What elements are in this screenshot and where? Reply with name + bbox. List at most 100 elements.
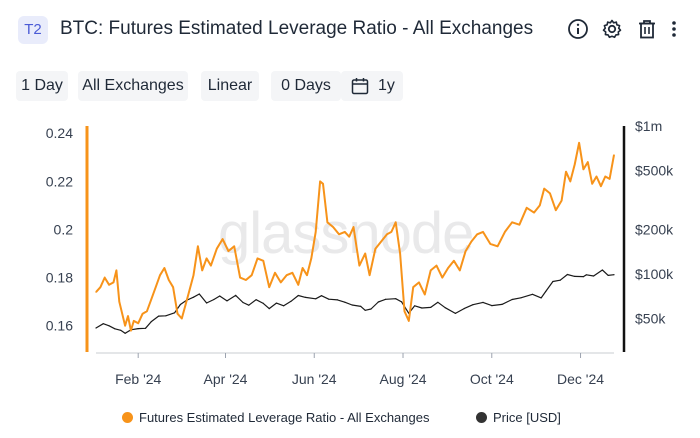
price-point <box>192 296 195 298</box>
leverage-point <box>104 277 106 279</box>
leverage-point <box>262 260 264 262</box>
chart-header: T2 BTC: Futures Estimated Leverage Ratio… <box>14 12 688 48</box>
price-point <box>585 274 588 276</box>
scale-select[interactable]: Linear <box>201 71 259 101</box>
price-point <box>414 305 416 307</box>
price-point <box>235 294 237 296</box>
calendar-icon <box>351 78 369 95</box>
leverage-point <box>286 274 288 276</box>
price-point <box>566 273 569 276</box>
legend-swatch-price <box>476 412 487 423</box>
price-point <box>268 308 270 310</box>
leverage-point <box>459 269 461 271</box>
leverage-point <box>390 231 392 233</box>
legend-swatch-leverage <box>122 412 133 423</box>
leverage-point <box>310 257 312 259</box>
price-line <box>95 269 615 334</box>
leverage-point <box>142 313 144 315</box>
y-right-tick-label: $50k <box>635 310 666 326</box>
price-point <box>137 328 139 330</box>
x-axis: Feb '24 Apr '24 Jun '24 Aug '24 Oct '24 Dec '… <box>96 352 614 387</box>
price-point <box>593 275 595 277</box>
leverage-point <box>146 310 148 312</box>
price-point <box>552 280 554 283</box>
leverage-point <box>210 265 212 267</box>
y-left-tick-label: 0.22 <box>46 173 73 189</box>
leverage-point <box>326 221 328 223</box>
price-point <box>395 298 397 300</box>
price-point <box>328 298 330 300</box>
resolution-select[interactable]: 1 Day <box>16 71 68 101</box>
price-point <box>613 274 615 276</box>
price-point <box>430 306 432 308</box>
price-point <box>95 327 97 329</box>
trash-icon[interactable] <box>636 18 658 40</box>
price-point <box>545 291 547 293</box>
leverage-point <box>447 267 449 269</box>
leverage-point <box>274 272 276 274</box>
leverage-point <box>133 320 135 322</box>
leverage-point <box>187 296 189 298</box>
leverage-point <box>482 231 484 233</box>
price-point <box>206 302 208 304</box>
leverage-point <box>108 284 110 286</box>
price-point <box>242 301 244 304</box>
price-point <box>482 301 484 303</box>
y-right-tick-label: $100k <box>635 266 674 282</box>
leverage-point <box>256 257 259 259</box>
leverage-point <box>497 245 499 247</box>
range-select[interactable]: 1y <box>341 71 403 101</box>
leverage-point <box>453 260 455 262</box>
price-point <box>351 304 353 306</box>
y-left-tick-label: 0.24 <box>46 125 73 141</box>
legend-item-leverage[interactable]: Futures Estimated Leverage Ratio - All E… <box>122 410 429 425</box>
price-point <box>108 325 110 327</box>
leverage-point <box>386 233 388 235</box>
more-vertical-icon[interactable] <box>667 18 681 40</box>
price-point <box>248 304 250 306</box>
leverage-point <box>441 277 443 279</box>
leverage-point <box>470 240 472 243</box>
x-tick-label: Dec '24 <box>557 371 604 387</box>
leverage-point <box>302 267 304 269</box>
tier-badge: T2 <box>18 16 48 44</box>
price-point <box>344 301 346 303</box>
leverage-point <box>268 286 270 288</box>
leverage-point <box>239 277 241 279</box>
leverage-point <box>118 301 120 303</box>
leverage-point <box>233 245 235 247</box>
price-point <box>520 297 522 299</box>
gear-icon[interactable] <box>601 18 623 40</box>
leverage-point <box>168 279 170 281</box>
price-point <box>102 323 104 325</box>
sma-select[interactable]: 0 Days <box>271 71 341 101</box>
x-tick-label: Jun '24 <box>292 371 337 387</box>
price-point <box>120 329 122 331</box>
leverage-point <box>533 212 535 214</box>
leverage-point <box>569 180 571 182</box>
price-point <box>401 301 403 303</box>
leverage-point <box>518 224 521 226</box>
price-point <box>114 328 116 330</box>
price-point <box>255 299 257 301</box>
leverage-point <box>297 284 299 286</box>
series-layer <box>95 141 615 334</box>
leverage-point <box>604 175 606 178</box>
leverage-point <box>192 274 195 276</box>
legend-item-price[interactable]: Price [USD] <box>476 410 561 425</box>
leverage-point <box>489 243 491 245</box>
exchange-select[interactable]: All Exchanges <box>78 71 188 101</box>
leverage-point <box>476 233 478 235</box>
price-point <box>283 305 285 307</box>
price-point <box>297 294 299 297</box>
leverage-point <box>595 175 598 178</box>
price-point <box>165 315 167 317</box>
price-point <box>385 298 387 300</box>
leverage-point <box>526 207 528 209</box>
price-point <box>364 309 366 311</box>
leverage-point <box>315 231 317 233</box>
info-icon[interactable] <box>567 18 589 40</box>
price-point <box>574 275 576 277</box>
leverage-point <box>543 188 545 190</box>
